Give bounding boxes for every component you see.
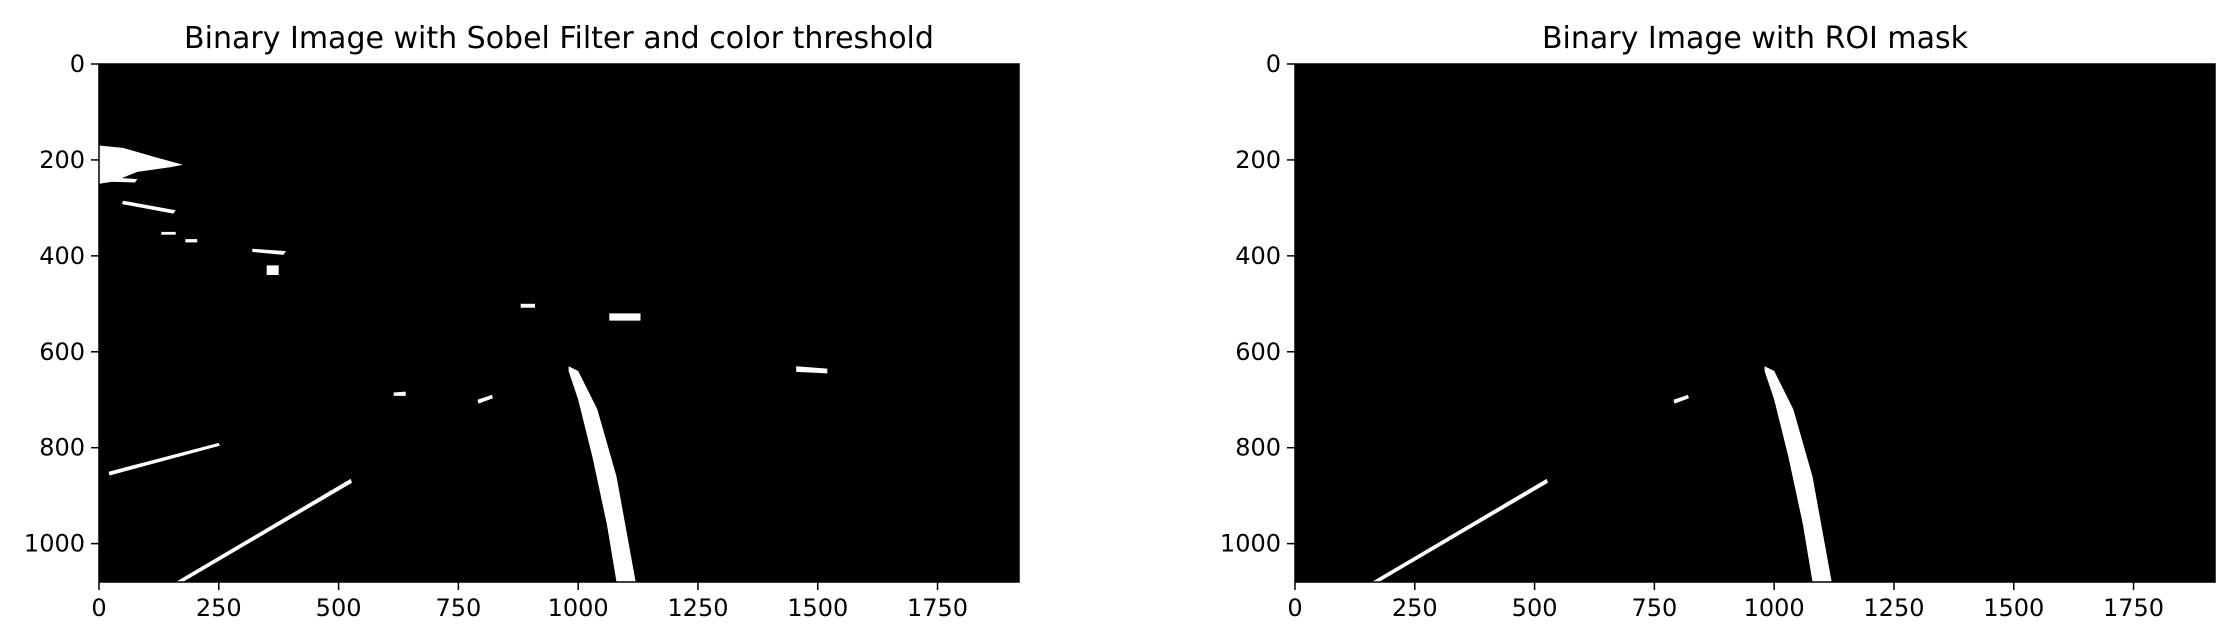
- x-tick-label: 750: [435, 594, 481, 622]
- x-tick-label: 1250: [1863, 594, 1924, 622]
- y-tick-label: 0: [70, 50, 85, 78]
- white-region: [609, 313, 641, 321]
- white-region: [1764, 366, 1832, 582]
- x-tick-label: 1750: [907, 594, 968, 622]
- left-y-axis: 0 200 400 600 800 1000: [24, 50, 99, 558]
- left-image-background: [99, 64, 1019, 582]
- right-image-white-regions: [1371, 366, 1832, 582]
- y-tick-label: 600: [39, 338, 85, 366]
- x-tick-label: 1500: [787, 594, 848, 622]
- white-region: [1371, 478, 1548, 582]
- white-region: [175, 478, 352, 582]
- y-tick-label: 800: [39, 434, 85, 462]
- white-region: [122, 200, 176, 214]
- white-region: [477, 394, 493, 404]
- right-image-background: [1295, 64, 2215, 582]
- white-region: [99, 145, 183, 184]
- x-tick-label: 1000: [548, 594, 609, 622]
- white-region: [161, 231, 176, 235]
- left-panel-title: Binary Image with Sobel Filter and color…: [184, 21, 934, 56]
- white-region: [393, 391, 406, 396]
- white-region: [1673, 394, 1689, 404]
- x-tick-label: 0: [1287, 594, 1302, 622]
- x-tick-label: 1500: [1983, 594, 2044, 622]
- white-region: [185, 239, 198, 243]
- x-tick-label: 0: [91, 594, 106, 622]
- right-image-panel: Binary Image with ROI mask 0 250 500 750 100…: [1220, 21, 2216, 622]
- left-x-axis: 0 250 500 750 1000 1250 1500 1750: [91, 582, 968, 622]
- x-tick-label: 1750: [2103, 594, 2164, 622]
- y-tick-label: 400: [39, 242, 85, 270]
- white-region: [568, 366, 636, 582]
- y-tick-label: 200: [1235, 146, 1281, 174]
- x-tick-label: 250: [196, 594, 242, 622]
- white-region: [266, 265, 279, 275]
- right-image-frame: [1294, 63, 2216, 583]
- right-y-axis: 0 200 400 600 800 1000: [1220, 50, 1295, 558]
- y-tick-label: 200: [39, 146, 85, 174]
- right-x-axis: 0 250 500 750 1000 1250 1500 1750: [1287, 582, 2164, 622]
- x-tick-label: 500: [1512, 594, 1558, 622]
- left-image-white-regions: [99, 145, 828, 582]
- white-region: [796, 366, 828, 374]
- x-tick-label: 250: [1392, 594, 1438, 622]
- y-tick-label: 800: [1235, 434, 1281, 462]
- y-tick-label: 600: [1235, 338, 1281, 366]
- x-tick-label: 500: [316, 594, 362, 622]
- y-tick-label: 400: [1235, 242, 1281, 270]
- x-tick-label: 1250: [667, 594, 728, 622]
- x-tick-label: 1000: [1744, 594, 1805, 622]
- right-panel-title: Binary Image with ROI mask: [1542, 21, 1969, 56]
- left-image-panel: Binary Image with Sobel Filter and color…: [24, 21, 1020, 622]
- y-tick-label: 1000: [1220, 530, 1281, 558]
- x-tick-label: 750: [1631, 594, 1677, 622]
- left-image-frame: [98, 63, 1020, 583]
- y-tick-label: 1000: [24, 530, 85, 558]
- white-region: [252, 248, 286, 255]
- white-region: [108, 442, 220, 476]
- white-region: [520, 303, 535, 308]
- y-tick-label: 0: [1266, 50, 1281, 78]
- white-region: [101, 176, 138, 183]
